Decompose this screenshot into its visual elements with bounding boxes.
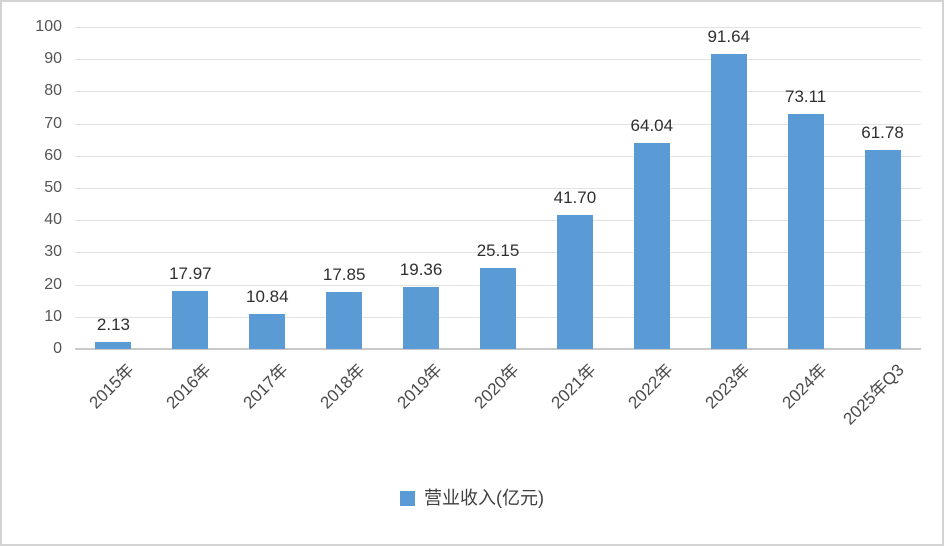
bar-2017年[interactable] <box>249 314 286 349</box>
gridline <box>75 252 921 254</box>
x-tick-label: 2019年 <box>393 360 446 413</box>
bar-2021年[interactable] <box>556 214 593 349</box>
gridline <box>75 91 921 93</box>
bar-2019年[interactable] <box>403 286 440 349</box>
bar-2015年[interactable] <box>95 342 132 349</box>
y-tick-label: 0 <box>53 340 62 357</box>
x-tick-label: 2021年 <box>547 360 600 413</box>
data-label: 73.11 <box>784 86 827 106</box>
gridline <box>75 220 921 222</box>
legend-label: 营业收入(亿元) <box>424 488 544 508</box>
y-tick-label: 90 <box>44 50 62 68</box>
x-tick-label: 2024年 <box>778 360 831 413</box>
data-label: 41.70 <box>553 187 597 207</box>
x-axis: 2015年 2016年 2017年 2018年 2019年 2020年 2021年 2022年… <box>75 349 921 474</box>
data-label: 91.64 <box>707 26 750 46</box>
data-label: 25.15 <box>476 241 520 261</box>
x-tick-label: 2018年 <box>316 360 369 413</box>
x-tick-label: 2016年 <box>162 360 216 413</box>
x-tick-label: 2015年 <box>85 360 139 413</box>
gridline <box>75 27 921 28</box>
x-tick-label: 2023年 <box>701 360 754 413</box>
data-label: 64.04 <box>630 115 674 135</box>
plot-area: 2.13 17.97 10.84 17.85 19.36 25.15 41.70 64.04 9… <box>75 26 921 350</box>
gridline <box>75 188 921 189</box>
y-axis: 0 10 20 30 40 50 60 70 80 90 100 <box>2 19 62 357</box>
data-label: 17.85 <box>322 264 366 284</box>
bar-2018年[interactable] <box>326 291 363 349</box>
x-tick-label: 2020年 <box>470 360 523 413</box>
x-tick-label: 2022年 <box>624 360 677 413</box>
data-label: 61.78 <box>861 123 904 143</box>
legend[interactable]: 营业收入(亿元) <box>2 489 942 507</box>
bar-2016年[interactable] <box>172 291 209 349</box>
y-tick-label: 40 <box>44 211 62 229</box>
bar-2020年[interactable] <box>480 268 516 349</box>
gridline <box>75 155 921 157</box>
bar-2022年[interactable] <box>633 142 670 349</box>
x-axis-line <box>75 348 921 350</box>
y-tick-label: 50 <box>44 179 62 196</box>
y-tick-label: 30 <box>44 243 62 261</box>
y-tick-label: 20 <box>44 275 62 293</box>
bar-2024年[interactable] <box>787 113 824 349</box>
y-tick-label: 100 <box>35 18 62 35</box>
gridline <box>75 59 921 61</box>
gridline <box>75 123 921 125</box>
x-tick-label: 2025年Q3 <box>839 360 908 429</box>
y-tick-label: 80 <box>44 82 62 100</box>
bar-2025年Q3[interactable] <box>864 150 901 349</box>
bar-2023年[interactable] <box>710 53 747 349</box>
data-label: 10.84 <box>245 287 289 307</box>
y-tick-label: 70 <box>44 114 62 132</box>
y-tick-label: 10 <box>44 307 62 325</box>
legend-swatch-icon <box>400 490 415 506</box>
data-label: 19.36 <box>399 259 443 279</box>
data-label: 2.13 <box>96 315 130 335</box>
data-label: 17.97 <box>169 264 212 284</box>
x-tick-label: 2017年 <box>239 360 292 413</box>
y-tick-label: 60 <box>44 146 62 164</box>
